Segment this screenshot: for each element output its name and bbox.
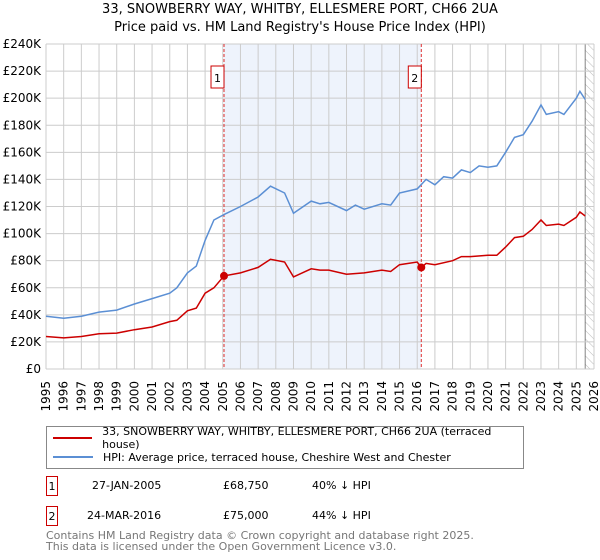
y-tick-label: £0 bbox=[26, 362, 41, 376]
x-tick-label: 2012 bbox=[340, 381, 354, 412]
sale-point bbox=[220, 271, 229, 280]
x-tick-label: 2016 bbox=[410, 381, 424, 412]
legend: 33, SNOWBERRY WAY, WHITBY, ELLESMERE POR… bbox=[46, 425, 524, 469]
chart-title: 33, SNOWBERRY WAY, WHITBY, ELLESMERE POR… bbox=[102, 2, 498, 17]
x-tick-label: 2024 bbox=[552, 381, 566, 412]
sale-marker-label: 1 bbox=[46, 476, 58, 496]
y-tick-label: £180K bbox=[3, 118, 43, 132]
y-tick-label: £40K bbox=[10, 308, 42, 322]
x-tick-label: 2011 bbox=[322, 381, 336, 412]
x-tick-label: 2005 bbox=[216, 381, 230, 412]
x-tick-label: 2017 bbox=[428, 381, 442, 412]
sale-price: £75,000 bbox=[223, 509, 269, 522]
legend-label: HPI: Average price, terraced house, Ches… bbox=[103, 450, 451, 464]
sale-marker-box bbox=[407, 65, 422, 89]
x-tick-label: 2022 bbox=[516, 381, 530, 412]
footer-line: This data is licensed under the Open Gov… bbox=[46, 540, 397, 553]
x-tick-label: 2006 bbox=[233, 381, 247, 412]
sale-price: £68,750 bbox=[223, 479, 269, 492]
x-tick-label: 1999 bbox=[110, 381, 124, 412]
hpi-line bbox=[45, 89, 586, 319]
footer: Contains HM Land Registry data © Crown c… bbox=[46, 530, 474, 552]
chart-subtitle: Price paid vs. HM Land Registry's House … bbox=[114, 20, 486, 35]
sale-hpi-diff: 44% ↓ HPI bbox=[312, 509, 371, 522]
x-tick-label: 2000 bbox=[127, 381, 141, 412]
legend-item-property: 33, SNOWBERRY WAY, WHITBY, ELLESMERE POR… bbox=[53, 425, 523, 451]
x-tick-label: 1998 bbox=[92, 381, 106, 412]
y-tick-label: £240K bbox=[3, 37, 43, 51]
x-tick-label: 2015 bbox=[393, 381, 407, 412]
x-tick-label: 2001 bbox=[145, 381, 159, 412]
legend-swatch-blue bbox=[53, 456, 93, 458]
x-tick-label: 1995 bbox=[39, 381, 53, 412]
legend-swatch-red bbox=[53, 437, 93, 439]
x-tick-label: 2014 bbox=[375, 381, 389, 412]
x-tick-label: 2004 bbox=[198, 381, 212, 412]
y-tick-label: £20K bbox=[10, 335, 42, 349]
x-tick-label: 2023 bbox=[534, 381, 548, 412]
y-tick-label: £220K bbox=[3, 64, 43, 78]
sale-marker-label: 2 bbox=[411, 72, 418, 85]
y-tick-label: £140K bbox=[3, 172, 43, 186]
sale-marker-box bbox=[210, 65, 225, 89]
x-tick-label: 2010 bbox=[304, 381, 318, 412]
x-tick-label: 1996 bbox=[57, 381, 71, 412]
legend-label: 33, SNOWBERRY WAY, WHITBY, ELLESMERE POR… bbox=[102, 425, 492, 451]
sale-point bbox=[417, 263, 426, 272]
x-tick-label: 2019 bbox=[463, 381, 477, 412]
sale-date: 24-MAR-2016 bbox=[87, 509, 162, 522]
y-tick-label: £80K bbox=[10, 254, 42, 268]
sale-marker-label: 2 bbox=[46, 506, 58, 526]
sale-hpi-diff: 40% ↓ HPI bbox=[312, 479, 371, 492]
y-tick-label: £120K bbox=[3, 200, 43, 214]
sale-marker-label: 1 bbox=[214, 72, 221, 85]
x-tick-label: 2007 bbox=[251, 381, 265, 412]
x-tick-label: 2013 bbox=[357, 381, 371, 412]
x-tick-label: 2002 bbox=[163, 381, 177, 412]
x-tick-label: 2008 bbox=[269, 381, 283, 412]
x-tick-label: 2025 bbox=[569, 381, 583, 412]
y-tick-label: £60K bbox=[10, 281, 42, 295]
x-tick-label: 2009 bbox=[286, 381, 300, 412]
footer-line: Contains HM Land Registry data © Crown c… bbox=[46, 529, 474, 542]
x-tick-label: 2021 bbox=[499, 381, 513, 412]
y-tick-label: £100K bbox=[3, 227, 43, 241]
legend-item-hpi: HPI: Average price, terraced house, Ches… bbox=[53, 448, 451, 466]
x-tick-label: 1997 bbox=[74, 381, 88, 412]
y-tick-label: £160K bbox=[3, 145, 43, 159]
x-tick-label: 2026 bbox=[587, 381, 600, 412]
x-tick-label: 2003 bbox=[180, 381, 194, 412]
x-tick-label: 2018 bbox=[446, 381, 460, 412]
sale-date: 27-JAN-2005 bbox=[92, 479, 162, 492]
x-tick-label: 2020 bbox=[481, 381, 495, 412]
y-tick-label: £200K bbox=[3, 91, 43, 105]
property-price-line bbox=[45, 210, 586, 339]
plot-area: 1995 1996 1997 1998 1999 2000 2001 2002 2003 2004… bbox=[3, 37, 600, 412]
